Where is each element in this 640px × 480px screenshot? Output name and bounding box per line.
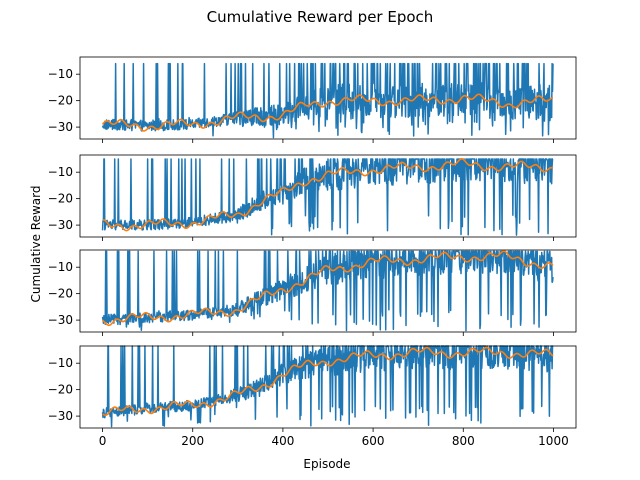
y-tick-label: −30 xyxy=(48,120,73,134)
axes-frame-1 xyxy=(79,56,577,140)
y-tick-label: −20 xyxy=(48,192,73,206)
axes-frame-4 xyxy=(79,345,577,429)
subplot-4: −30 −20 −10 0 200 400 600 800 1000 xyxy=(48,345,577,448)
chart-title: Cumulative Reward per Epoch xyxy=(207,8,434,26)
raw-reward-line-1 xyxy=(101,62,554,139)
y-tick-label: −10 xyxy=(48,260,73,274)
x-tick-label: 600 xyxy=(362,434,385,448)
y-tick-label: −10 xyxy=(48,356,73,370)
axes-frame-3 xyxy=(79,249,577,333)
subplot-1: −30 −20 −10 xyxy=(48,56,577,143)
y-tick-label: −30 xyxy=(48,218,73,232)
smoothed-reward-line-1 xyxy=(101,93,554,132)
subplot-3: −30 −20 −10 xyxy=(48,249,577,336)
y-tick-label: −20 xyxy=(48,94,73,108)
y-tick-label: −30 xyxy=(48,313,73,327)
subplot-2: −30 −20 −10 xyxy=(48,154,577,241)
y-tick-label: −10 xyxy=(48,67,73,81)
y-tick-label: −10 xyxy=(48,165,73,179)
smoothed-reward-line-3 xyxy=(102,250,554,327)
subplot-panels: −30 −20 −10 −30 −20 −10 −30 −20 −10 −30 −20 −10 0 200… xyxy=(48,56,577,448)
smoothed-reward-line-2 xyxy=(102,158,554,232)
y-tick-label: −20 xyxy=(48,383,73,397)
raw-reward-line-4 xyxy=(101,345,554,428)
x-tick-label: 400 xyxy=(271,434,294,448)
smoothed-reward-line-4 xyxy=(102,346,554,416)
y-axis-label: Cumulative Reward xyxy=(29,186,43,303)
x-tick-label: 800 xyxy=(452,434,475,448)
axes-frame-2 xyxy=(79,154,577,238)
x-tick-label: 200 xyxy=(181,434,204,448)
x-tick-label: 1000 xyxy=(538,434,569,448)
y-tick-label: −20 xyxy=(48,287,73,301)
y-tick-label: −30 xyxy=(48,409,73,423)
x-axis-label: Episode xyxy=(303,457,350,471)
x-tick-label: 0 xyxy=(99,434,107,448)
